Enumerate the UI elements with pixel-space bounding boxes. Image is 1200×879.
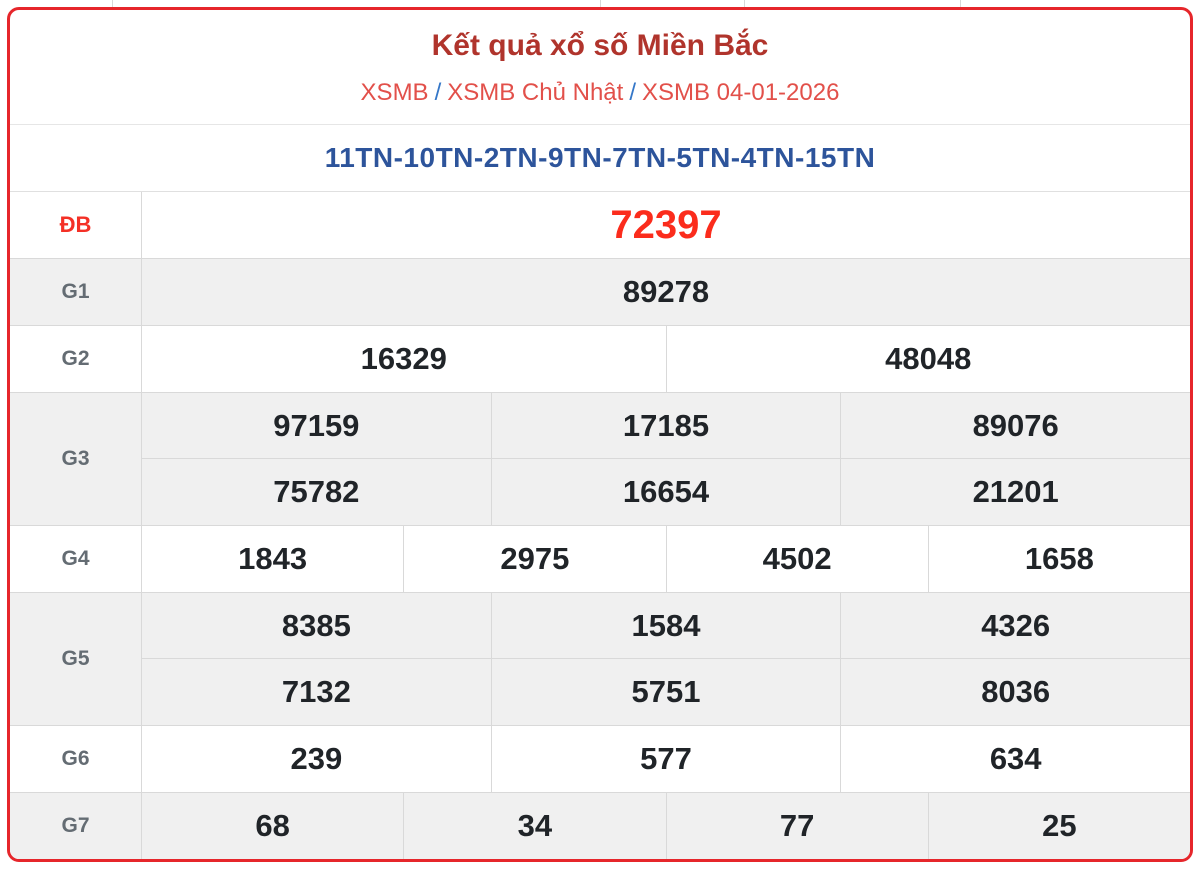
background-table-line bbox=[600, 0, 601, 7]
prize-values: 16329 48048 bbox=[142, 326, 1190, 392]
prize-row-g7: G7 68 34 77 25 bbox=[10, 793, 1190, 859]
lottery-results-card: Kết quả xổ số Miền Bắc XSMB / XSMB Chủ Nhậ… bbox=[7, 7, 1193, 862]
prize-value: 89278 bbox=[622, 274, 710, 309]
ticket-codes-row: 11TN-10TN-2TN-9TN-7TN-5TN-4TN-15TN bbox=[10, 125, 1190, 192]
prize-label-g2: G2 bbox=[10, 326, 142, 392]
prize-value: 1658 bbox=[927, 526, 1190, 592]
prize-values: 72397 bbox=[142, 192, 1190, 258]
page-title: Kết quả xổ số Miền Bắc bbox=[431, 29, 769, 62]
prize-value: 16654 bbox=[490, 459, 841, 525]
prize-line: 72397 bbox=[142, 192, 1190, 258]
prize-line: 16329 48048 bbox=[142, 326, 1190, 392]
prize-value: 5751 bbox=[490, 659, 841, 725]
prize-label-g6: G6 bbox=[10, 726, 142, 792]
prize-value: 89076 bbox=[840, 393, 1190, 458]
prize-label-g3: G3 bbox=[10, 393, 142, 525]
prize-line: 7132 5751 8036 bbox=[142, 659, 1190, 725]
prize-row-g3: G3 97159 17185 89076 75782 16654 21201 bbox=[10, 393, 1190, 526]
prize-value: 4326 bbox=[840, 593, 1190, 658]
prize-label-g1: G1 bbox=[10, 259, 142, 325]
breadcrumb-separator: / bbox=[434, 79, 442, 106]
prize-line: 1843 2975 4502 1658 bbox=[142, 526, 1190, 592]
prize-value: 72397 bbox=[610, 202, 722, 247]
prize-value: 8385 bbox=[281, 607, 351, 643]
prize-value: 239 bbox=[290, 741, 343, 776]
prize-label-đb: ĐB bbox=[10, 192, 142, 258]
prize-values: 239 577 634 bbox=[142, 726, 1190, 792]
ticket-codes: 11TN-10TN-2TN-9TN-7TN-5TN-4TN-15TN bbox=[324, 142, 876, 173]
prize-line: 75782 16654 21201 bbox=[142, 459, 1190, 525]
prize-value: 1584 bbox=[490, 593, 841, 658]
breadcrumb: XSMB / XSMB Chủ Nhật / XSMB 04-01-2026 bbox=[20, 76, 1180, 110]
prize-value: 97159 bbox=[273, 407, 360, 443]
prize-row-g2: G2 16329 48048 bbox=[10, 326, 1190, 393]
background-table-line bbox=[744, 0, 745, 7]
prize-line: 97159 17185 89076 bbox=[142, 393, 1190, 459]
prize-label-g7: G7 bbox=[10, 793, 142, 859]
prize-label-g5: G5 bbox=[10, 593, 142, 725]
prize-value: 16329 bbox=[360, 341, 447, 376]
prize-value: 17185 bbox=[490, 393, 841, 458]
prize-row-g4: G4 1843 2975 4502 1658 bbox=[10, 526, 1190, 593]
prize-value: 2975 bbox=[403, 526, 665, 592]
prize-value: 75782 bbox=[273, 474, 360, 509]
prize-row-g5: G5 8385 1584 4326 7132 5751 8036 bbox=[10, 593, 1190, 726]
prize-values: 68 34 77 25 bbox=[142, 793, 1190, 859]
prize-value: 8036 bbox=[840, 659, 1190, 725]
prize-value: 577 bbox=[490, 726, 841, 792]
breadcrumb-separator: / bbox=[629, 79, 636, 106]
prize-row-đb: ĐB 72397 bbox=[10, 192, 1190, 259]
prize-table: ĐB 72397 G1 89278 G2 16329 48048 G3 97159 17185 89… bbox=[10, 192, 1190, 859]
prize-value: 25 bbox=[927, 793, 1190, 859]
prize-row-g6: G6 239 577 634 bbox=[10, 726, 1190, 793]
background-table-line bbox=[960, 0, 961, 7]
prize-row-g1: G1 89278 bbox=[10, 259, 1190, 326]
prize-value: 21201 bbox=[840, 459, 1190, 525]
prize-label-g4: G4 bbox=[10, 526, 142, 592]
prize-value: 1843 bbox=[238, 541, 308, 576]
prize-values: 97159 17185 89076 75782 16654 21201 bbox=[142, 393, 1190, 525]
background-table-line bbox=[112, 0, 113, 7]
prize-values: 8385 1584 4326 7132 5751 8036 bbox=[142, 593, 1190, 725]
breadcrumb-link-xsmb-weekday[interactable]: XSMB Chủ Nhật bbox=[447, 79, 624, 106]
breadcrumb-link-xsmb-date[interactable]: XSMB 04-01-2026 bbox=[641, 79, 840, 106]
prize-values: 89278 bbox=[142, 259, 1190, 325]
prize-line: 68 34 77 25 bbox=[142, 793, 1190, 859]
prize-value: 48048 bbox=[665, 326, 1191, 392]
prize-value: 7132 bbox=[281, 674, 351, 709]
prize-value: 34 bbox=[403, 793, 665, 859]
breadcrumb-link-xsmb[interactable]: XSMB bbox=[360, 79, 429, 106]
prize-value: 4502 bbox=[665, 526, 928, 592]
prize-value: 634 bbox=[840, 726, 1190, 792]
prize-value: 68 bbox=[255, 808, 290, 843]
prize-line: 89278 bbox=[142, 259, 1190, 325]
prize-values: 1843 2975 4502 1658 bbox=[142, 526, 1190, 592]
prize-line: 8385 1584 4326 bbox=[142, 593, 1190, 659]
results-header: Kết quả xổ số Miền Bắc XSMB / XSMB Chủ Nhậ… bbox=[10, 10, 1190, 125]
prize-line: 239 577 634 bbox=[142, 726, 1190, 792]
prize-value: 77 bbox=[665, 793, 928, 859]
